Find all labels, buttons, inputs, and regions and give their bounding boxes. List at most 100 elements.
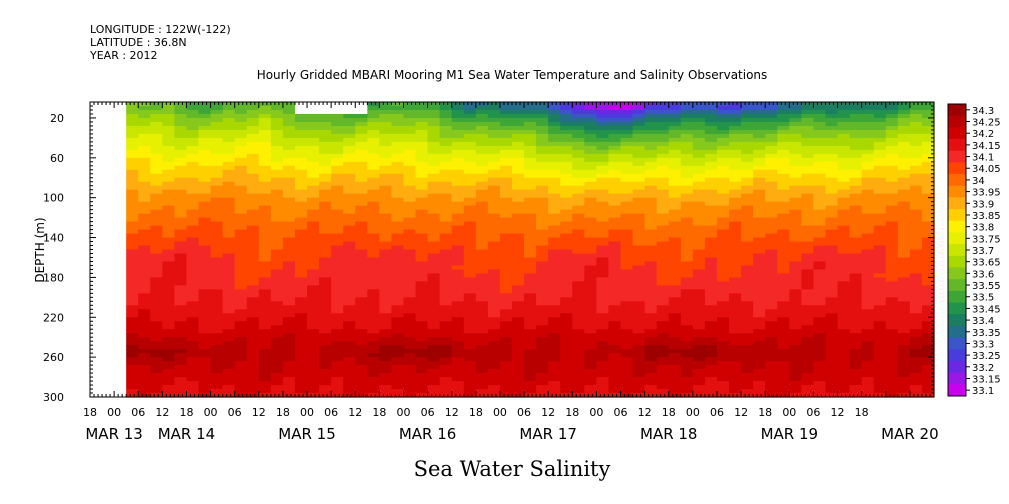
heatmap-cell [379, 169, 393, 175]
heatmap-cell [608, 102, 622, 107]
heatmap-cell [584, 225, 597, 231]
heatmap-cell [150, 345, 163, 350]
heatmap-cell [391, 189, 405, 195]
heatmap-cell [584, 113, 597, 119]
heatmap-cell [692, 213, 706, 219]
heatmap-cell [716, 189, 730, 195]
heatmap-cell [379, 325, 393, 330]
heatmap-cell [499, 305, 513, 310]
heatmap-cell [560, 281, 573, 286]
heatmap-cell [680, 345, 694, 350]
heatmap-cell [138, 357, 151, 362]
heatmap-cell [319, 257, 332, 263]
heatmap-cell [897, 365, 911, 370]
heatmap-cell [475, 301, 489, 306]
heatmap-cell [716, 389, 730, 394]
heatmap-cell [307, 241, 320, 247]
heatmap-cell [584, 317, 597, 322]
heatmap-cell [499, 129, 513, 135]
heatmap-cell [246, 102, 260, 107]
heatmap-cell [307, 309, 320, 314]
heatmap-cell [765, 125, 778, 131]
heatmap-cell [789, 221, 802, 227]
heatmap-cell [620, 237, 634, 243]
heatmap-cell [258, 237, 272, 243]
heatmap-cell [632, 217, 646, 223]
heatmap-cell [885, 373, 899, 378]
heatmap-cell [379, 341, 393, 346]
heatmap-cell [729, 117, 742, 123]
heatmap-cell [415, 317, 429, 322]
heatmap-cell [596, 309, 610, 314]
heatmap-cell [331, 337, 344, 342]
heatmap-cell [813, 381, 827, 386]
heatmap-cell [584, 193, 597, 199]
heatmap-cell [210, 233, 224, 239]
heatmap-cell [548, 237, 561, 243]
heatmap-cell [499, 185, 513, 191]
heatmap-cell [777, 381, 790, 386]
heatmap-cell [451, 205, 465, 211]
heatmap-cell [126, 333, 139, 338]
heatmap-cell [765, 297, 778, 302]
heatmap-cell [548, 317, 561, 322]
heatmap-cell [813, 293, 827, 298]
heatmap-cell [343, 345, 356, 350]
heatmap-cell [415, 237, 429, 243]
heatmap-cell [849, 305, 863, 310]
heatmap-cell [548, 309, 561, 314]
heatmap-cell [282, 189, 296, 195]
heatmap-cell [319, 157, 332, 163]
heatmap-cell [608, 297, 622, 302]
heatmap-cell [162, 361, 175, 366]
heatmap-cell [668, 313, 682, 318]
heatmap-cell [475, 393, 489, 398]
heatmap-cell [921, 249, 935, 255]
heatmap-cell [162, 373, 175, 378]
heatmap-cell [294, 285, 308, 290]
heatmap-cell [753, 241, 766, 247]
heatmap-cell [186, 365, 200, 370]
heatmap-cell [234, 141, 248, 147]
heatmap-cell [524, 213, 537, 219]
heatmap-cell [656, 133, 670, 139]
heatmap-cell [680, 281, 694, 286]
heatmap-cell [789, 329, 802, 334]
heatmap-cell [524, 145, 537, 151]
heatmap-cell [343, 241, 356, 247]
heatmap-cell [415, 261, 429, 267]
heatmap-cell [897, 193, 911, 199]
heatmap-cell [741, 169, 754, 175]
heatmap-cell [319, 113, 332, 119]
heatmap-cell [439, 217, 453, 223]
heatmap-cell [222, 241, 236, 247]
heatmap-cell [331, 265, 344, 271]
heatmap-cell [572, 153, 585, 159]
heatmap-cell [668, 257, 682, 263]
heatmap-cell [560, 181, 573, 187]
heatmap-cell [512, 297, 525, 302]
heatmap-cell [186, 213, 200, 219]
heatmap-cell [729, 205, 742, 211]
heatmap-cell [849, 245, 863, 251]
heatmap-cell [596, 385, 610, 390]
heatmap-cell [379, 221, 393, 227]
heatmap-cell [210, 313, 224, 318]
heatmap-cell [475, 221, 489, 227]
heatmap-cell [909, 269, 923, 275]
heatmap-cell [873, 205, 887, 211]
heatmap-cell [367, 185, 380, 191]
heatmap-cell [849, 301, 863, 306]
heatmap-cell [825, 237, 839, 243]
heatmap-cell [560, 289, 573, 294]
heatmap-cell [548, 241, 561, 247]
heatmap-cell [837, 313, 851, 318]
heatmap-cell [584, 385, 597, 390]
heatmap-cell [873, 102, 887, 107]
heatmap-cell [873, 141, 887, 147]
heatmap-cell [475, 217, 489, 223]
heatmap-cell [222, 309, 236, 314]
heatmap-cell [524, 369, 537, 374]
heatmap-cell [668, 102, 682, 107]
heatmap-cell [753, 237, 766, 243]
